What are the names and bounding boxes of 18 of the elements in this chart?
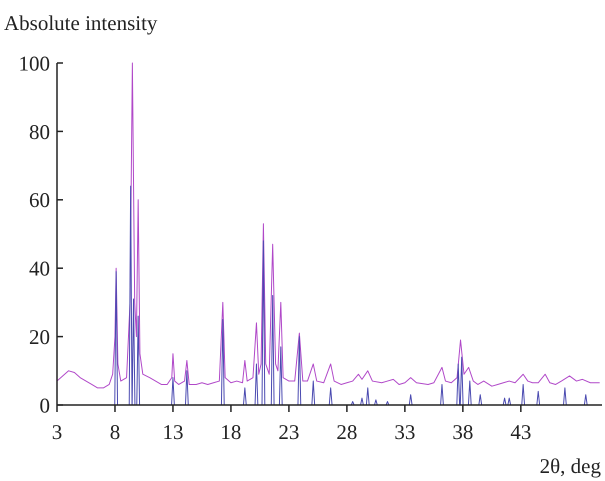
x-tick-label: 8 [110,420,120,444]
y-tick-label: 60 [29,188,50,212]
y-axis-title: Absolute intensity [4,11,158,35]
y-tick-label: 40 [29,256,50,281]
x-tick-label: 23 [278,420,300,444]
x-tick-label: 18 [220,420,242,444]
x-tick-label: 28 [336,420,358,444]
y-tick-label: 80 [29,120,50,144]
x-tick-label: 3 [52,420,62,444]
line-series [56,62,600,388]
y-tick-label: 20 [29,324,50,349]
x-axis-title: 2θ, deg [540,454,602,478]
x-tick-label: 33 [394,420,416,444]
x-tick-label: 13 [162,420,184,444]
y-tick-label: 0 [40,393,50,418]
x-tick-label: 43 [510,420,532,444]
y-tick-label: 100 [18,51,50,76]
x-tick-label: 38 [452,420,474,444]
